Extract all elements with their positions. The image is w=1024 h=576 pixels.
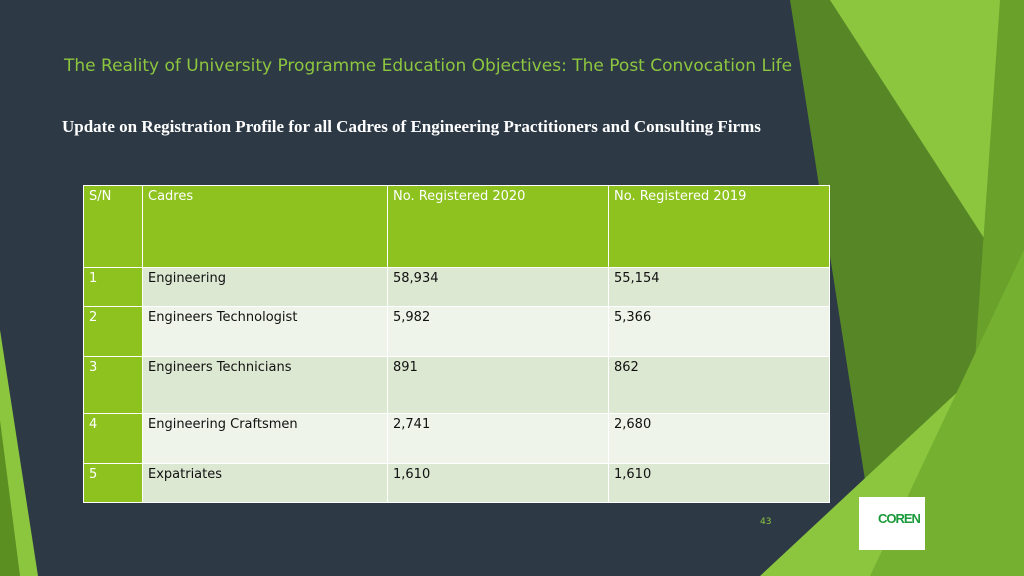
- slide-subtitle: Update on Registration Profile for all C…: [62, 117, 761, 136]
- table-row: 2 Engineers Technologist 5,982 5,366: [83, 306, 830, 357]
- table-cell: 1,610: [387, 463, 609, 503]
- table-cell: 5,982: [387, 306, 609, 357]
- table-row: 3 Engineers Technicians 891 862: [83, 356, 830, 414]
- table-cell: 5,366: [608, 306, 830, 357]
- table-cell: 2,680: [608, 413, 830, 464]
- table-cell: 1,610: [608, 463, 830, 503]
- slide-title: The Reality of University Programme Educ…: [64, 56, 793, 76]
- table-cell: Engineers Technologist: [142, 306, 388, 357]
- table-cell: 891: [387, 356, 609, 414]
- header-cell: S/N: [83, 185, 143, 268]
- registration-table: S/N Cadres No. Registered 2020 No. Register…: [83, 185, 830, 503]
- header-cell: No. Registered 2020: [387, 185, 609, 268]
- table-cell: Engineers Technicians: [142, 356, 388, 414]
- header-row: S/N Cadres No. Registered 2020 No. Register…: [83, 185, 830, 268]
- logo-text: COREN: [878, 511, 921, 526]
- table-cell: 1: [83, 267, 143, 307]
- table-cell: 58,934: [387, 267, 609, 307]
- table-row: 5 Expatriates 1,610 1,610: [83, 463, 830, 503]
- table-cell: Expatriates: [142, 463, 388, 503]
- table-row: 4 Engineering Craftsmen 2,741 2,680: [83, 413, 830, 464]
- header-cell: Cadres: [142, 185, 388, 268]
- table-cell: Engineering Craftsmen: [142, 413, 388, 464]
- table-cell: 2,741: [387, 413, 609, 464]
- page-number: 43: [760, 517, 772, 527]
- table-cell: 55,154: [608, 267, 830, 307]
- table-cell: 3: [83, 356, 143, 414]
- table-cell: 2: [83, 306, 143, 357]
- table-cell: 4: [83, 413, 143, 464]
- header-cell: No. Registered 2019: [608, 185, 830, 268]
- table-cell: 862: [608, 356, 830, 414]
- table-row: 1 Engineering 58,934 55,154: [83, 267, 830, 307]
- table-cell: 5: [83, 463, 143, 503]
- logo: COREN: [859, 497, 925, 550]
- table-cell: Engineering: [142, 267, 388, 307]
